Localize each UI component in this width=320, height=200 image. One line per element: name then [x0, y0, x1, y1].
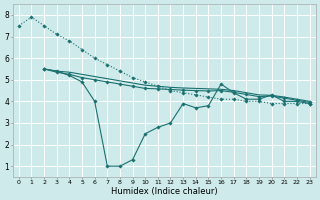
- X-axis label: Humidex (Indice chaleur): Humidex (Indice chaleur): [111, 187, 218, 196]
